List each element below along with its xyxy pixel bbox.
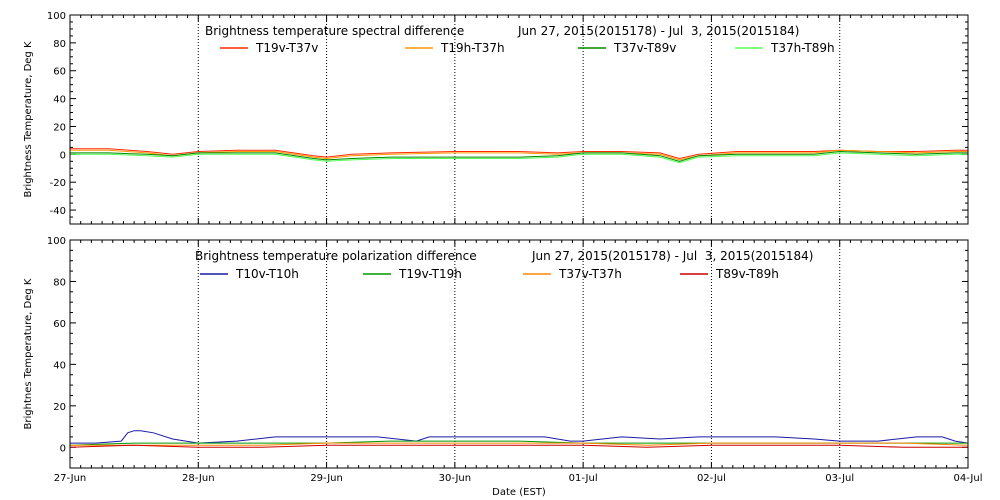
y-tick-label: 20	[53, 402, 66, 413]
chart-title: Brightness temperature polarization diff…	[195, 249, 477, 263]
y-tick-label: -40	[50, 206, 66, 217]
series-line-T10v-T10h	[70, 430, 969, 444]
chart-title: Brightness temperature spectral differen…	[205, 24, 464, 38]
y-axis-label: Brightnes Temperature, Deg K	[23, 278, 34, 429]
y-tick-label: 80	[53, 277, 66, 288]
series-line-T89v-T89h	[69, 444, 968, 448]
y-tick-label: 20	[53, 122, 66, 133]
series-line-T37h-T89h	[70, 152, 968, 164]
polarization-difference-panel: 0 20 40 60 80 100 Brightness temperature polar…	[23, 236, 982, 498]
x-tick-label: 27-Jun	[54, 473, 87, 484]
y-tick-label: 100	[47, 236, 66, 247]
series-line-T37v-T37h	[70, 442, 969, 446]
plot-frame	[69, 14, 969, 225]
x-tick-label: 04-Jul	[954, 473, 983, 484]
y-tick-label: 60	[53, 67, 66, 78]
y-tick-label: 40	[53, 95, 66, 106]
legend-label-T19v-T37v: T19v-T37v	[255, 41, 318, 55]
x-tick-label: 30-Jun	[439, 473, 472, 484]
x-tick-label: 02-Jul	[697, 473, 726, 484]
legend-label-T10v-T10h: T10v-T10h	[235, 267, 299, 281]
series-line-T37v-T89v	[70, 150, 968, 162]
legend-label-T37v-T89v: T37v-T89v	[613, 41, 676, 55]
y-tick-label: 40	[53, 360, 66, 371]
y-tick-label: 80	[53, 39, 66, 50]
legend-label-T19h-T37h: T19h-T37h	[440, 41, 505, 55]
date-range: Jun 27, 2015(2015178) - Jul 3, 2015(2015…	[517, 24, 799, 38]
x-tick-label: 29-Jun	[310, 473, 343, 484]
y-tick-label: 60	[53, 319, 66, 330]
legend-label-T89v-T89h: T89v-T89h	[715, 267, 779, 281]
spectral-difference-panel: -40 -20 0 20 40 60 80 100 Brightness temperature…	[23, 11, 969, 225]
y-tick-label: 100	[47, 11, 66, 22]
y-tick-label: -20	[50, 178, 66, 189]
legend-label-T37v-T37h: T37v-T37h	[558, 267, 622, 281]
date-range: Jun 27, 2015(2015178) - Jul 3, 2015(2015…	[531, 249, 813, 263]
y-tick-label: 0	[60, 150, 66, 161]
legend-label-T37h-T89h: T37h-T89h	[770, 41, 835, 55]
x-tick-label: 03-Jul	[825, 473, 854, 484]
x-tick-label: 28-Jun	[182, 473, 215, 484]
x-tick-label: 01-Jul	[569, 473, 598, 484]
x-axis-label: Date (EST)	[492, 487, 546, 498]
legend-label-T19v-T19h: T19v-T19h	[398, 267, 462, 281]
plot-frame	[69, 239, 969, 469]
y-axis-label: Brightness Temperature, Deg K	[23, 41, 34, 198]
y-tick-label: 0	[60, 443, 66, 454]
